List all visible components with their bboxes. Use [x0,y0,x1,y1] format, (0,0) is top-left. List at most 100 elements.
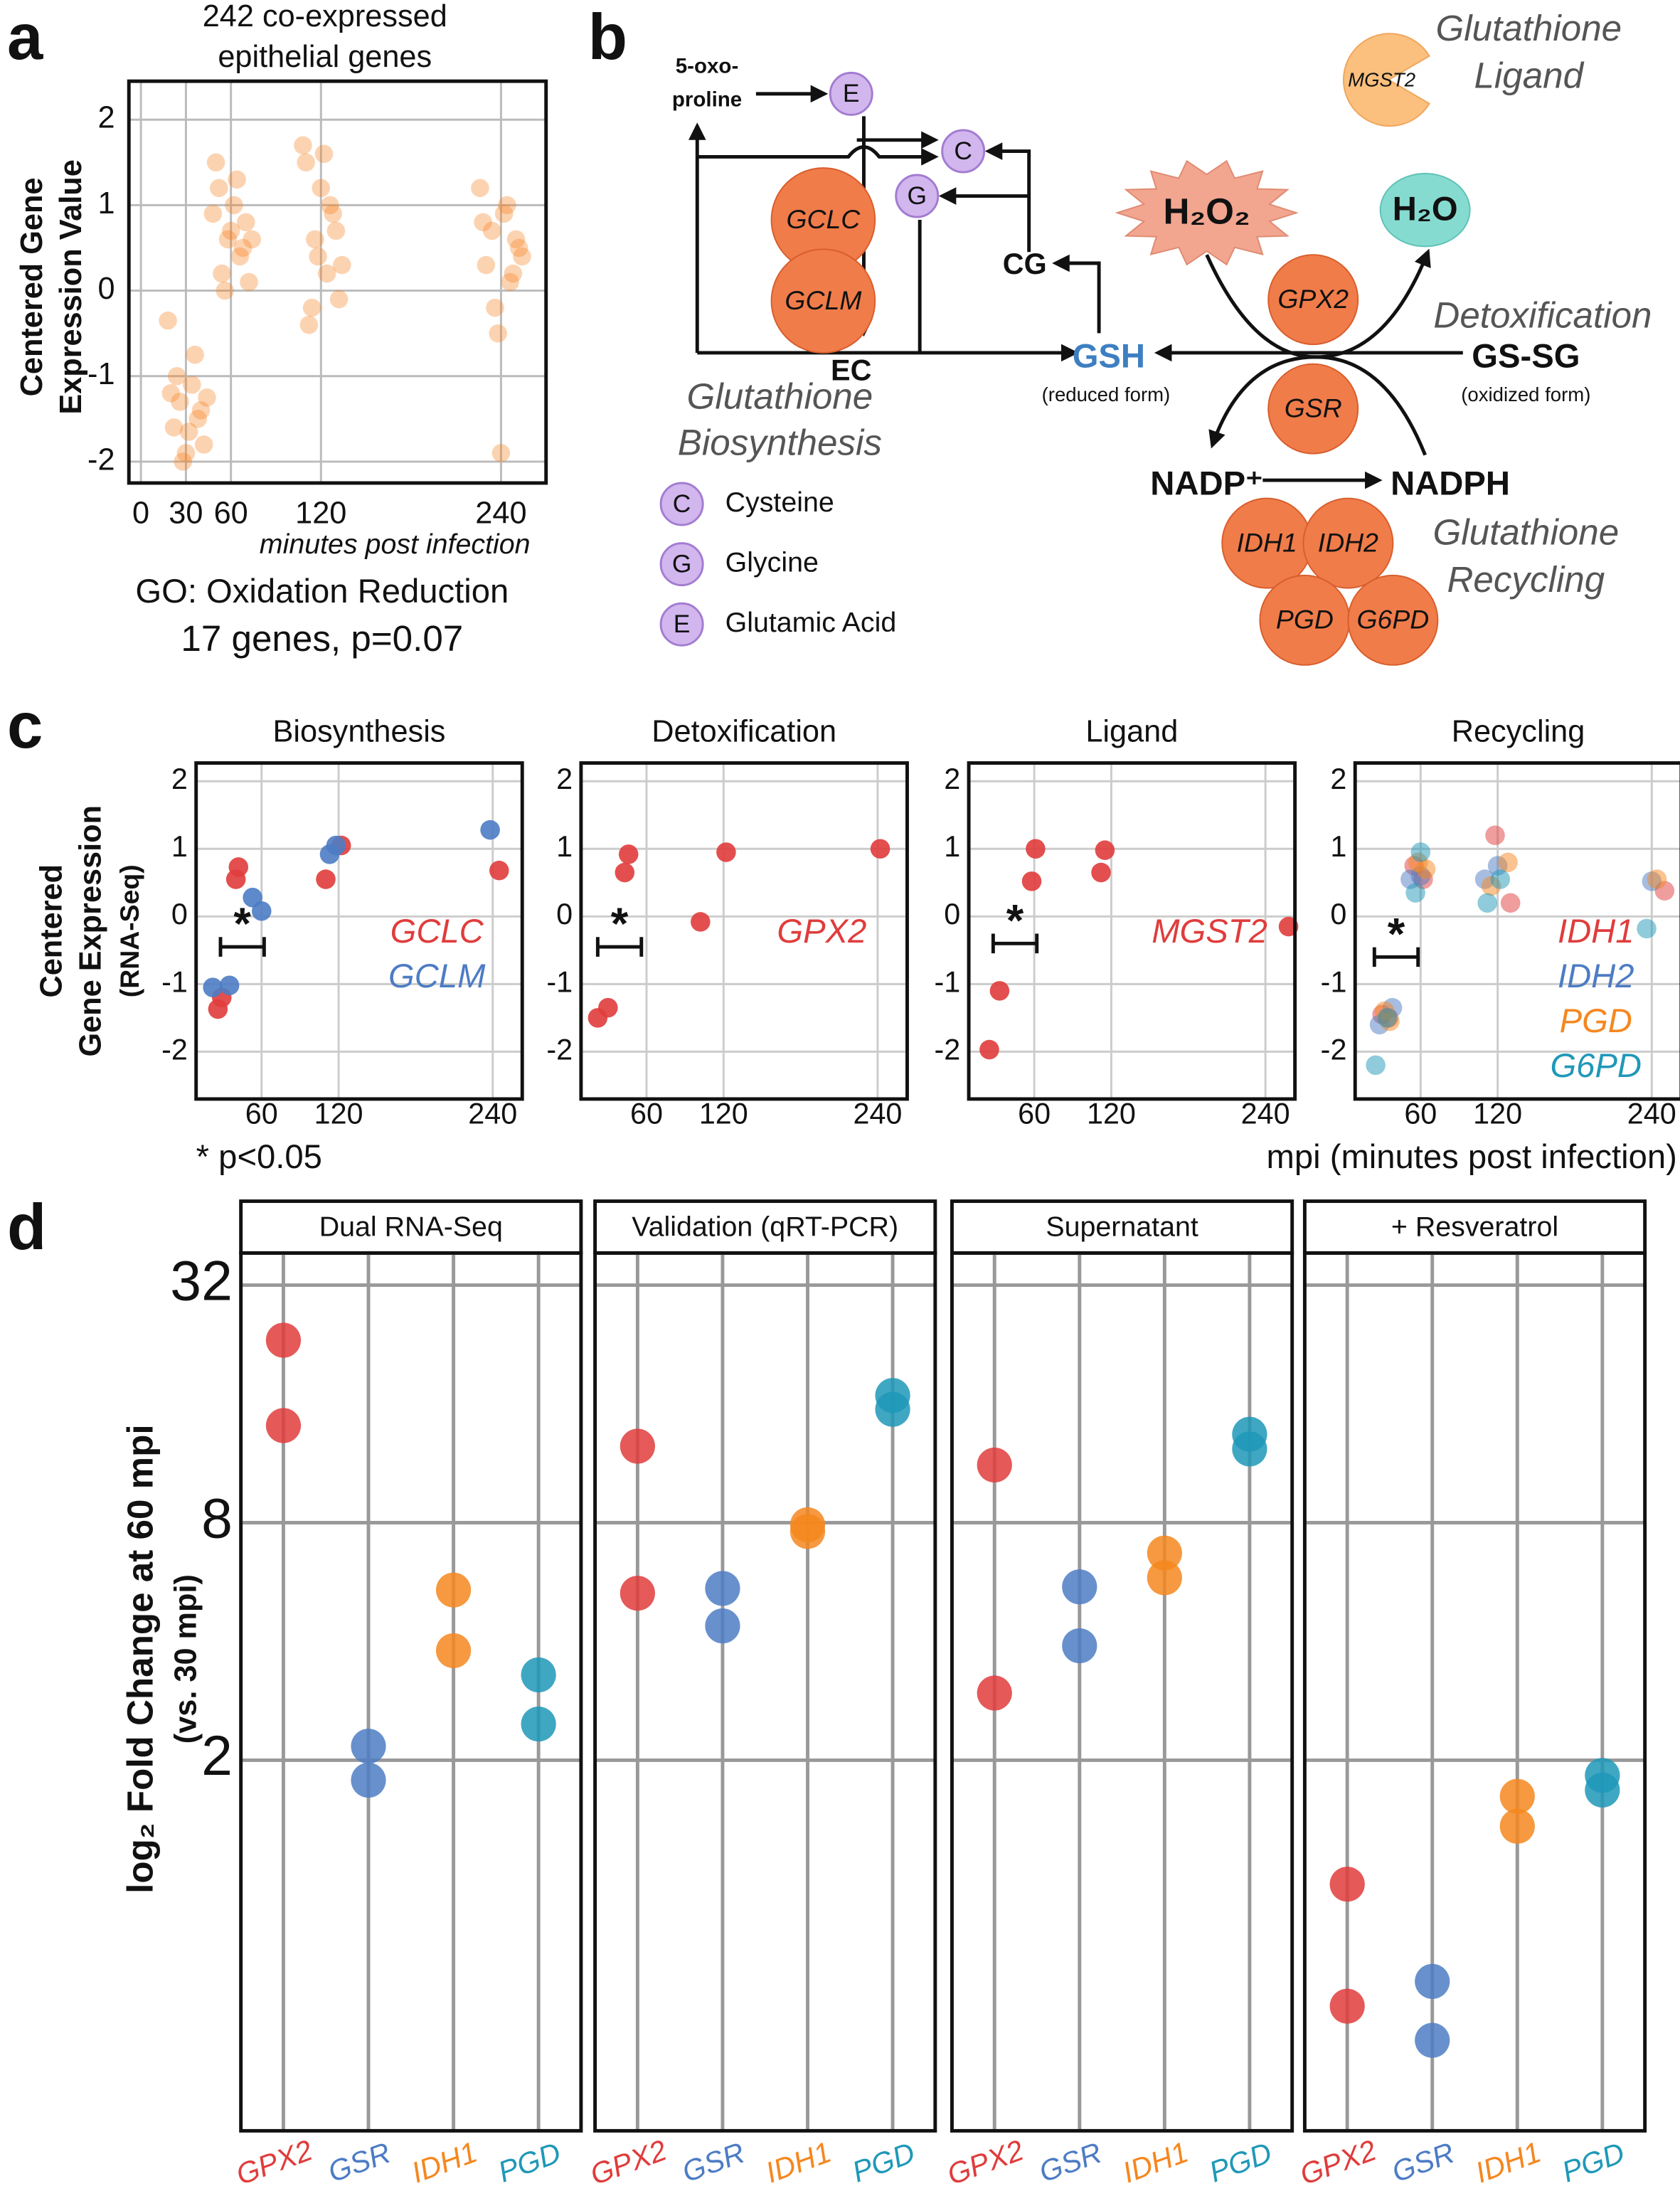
enzyme [1267,254,1359,346]
point [326,835,346,856]
point [294,136,312,155]
facet-strip [1302,1199,1647,1255]
point [351,1729,386,1764]
metabolite: EC [831,354,871,386]
point [159,311,177,330]
x-tick-label: 30 [169,497,203,531]
point [504,264,523,283]
legend-label: Cysteine [725,487,834,518]
y-tick-label: 2 [201,1724,233,1787]
y-axis-label: Expression Value [54,159,88,414]
point [265,1408,302,1443]
point [509,238,528,258]
point [875,1391,910,1427]
point [203,977,223,997]
point [316,869,336,889]
y-tick-label: 1 [944,830,960,863]
y-tick-label: 0 [1330,898,1346,930]
point [191,401,211,420]
x-tick-label: GSR [324,2136,395,2189]
point [1585,1772,1620,1808]
amino-acid [895,174,940,218]
enzyme-label: MGST2 [1348,68,1415,90]
point [1062,1628,1097,1664]
point [521,1706,556,1742]
annotation: GO: Oxidation Reduction [135,573,509,610]
point [317,264,336,283]
legend-symbol [659,602,704,647]
point [351,1762,386,1798]
point [213,264,231,283]
x-tick-label: GPX2 [943,2133,1028,2191]
x-axis-label: minutes post infection [260,529,531,560]
enzyme-label: GCLC [786,204,861,234]
chart-title: epithelial genes [218,40,432,74]
annotation: * p<0.05 [196,1138,322,1176]
y-axis-label: Centered [34,864,68,998]
x-tick-label: PGD [494,2136,565,2189]
plot-frame [950,1251,1294,2133]
y-tick-label: 0 [171,898,188,930]
arrow [697,145,939,166]
enzyme-label: G6PD [1356,605,1429,635]
point [329,290,349,309]
point [161,383,181,403]
point [198,388,216,407]
point [705,1608,740,1644]
y-tick-label: -1 [161,965,188,998]
point [1500,893,1521,913]
point [615,862,635,883]
point [174,452,192,471]
point [236,213,255,232]
ligand-shape [1343,33,1430,127]
x-tick-label: 60 [214,497,248,531]
point [435,1633,472,1669]
point [302,298,321,317]
metabolite: NADP⁺ [1150,465,1263,502]
point [618,844,639,864]
plot-frame [194,761,524,1101]
point [480,819,500,840]
facet-title: Biosynthesis [272,715,445,749]
y-tick-label: -2 [546,1033,573,1066]
significance-bracket [991,933,1039,954]
x-tick-label: 120 [314,1097,363,1130]
enzyme-label: IDH2 [1318,527,1378,557]
y-axis-label: (vs. 30 mpi) [169,1574,203,1744]
point [1498,852,1518,873]
x-tick-label: GSR [1388,2136,1459,2189]
facet-title: Supernatant [1046,1211,1198,1242]
point [164,418,184,437]
point [265,1322,302,1358]
point [210,179,228,198]
point [1062,1569,1097,1605]
facet-title: Recycling [1452,715,1585,749]
point [870,839,890,859]
y-tick-label: -1 [87,357,115,391]
metabolite: 5-oxo- [676,54,739,78]
point [203,204,223,223]
metabolite: proline [672,87,742,111]
point [494,204,514,223]
facet-title: Ligand [1085,715,1178,749]
y-tick-label: -1 [546,965,573,998]
significance-bracket [1372,947,1420,967]
point [1366,1055,1386,1076]
y-tick-label: 2 [1330,763,1346,795]
metabolite-note: (reduced form) [1042,383,1171,405]
plot-frame [1353,761,1680,1101]
pathway-diagram: 5-oxo- proline E C G GCLC GCLM EC CG GSH… [659,8,1652,666]
point [219,975,240,996]
amino-acid [829,71,873,116]
point [188,410,208,428]
point [489,860,509,881]
point [218,230,238,249]
point [225,196,243,215]
legend-label: IDH1 [1558,913,1634,950]
panel-label: b [588,1,627,73]
facet-title: Detoxification [652,715,836,749]
significance-label: * [233,899,251,949]
x-tick-label: 0 [132,497,149,531]
y-tick-label: 0 [97,272,115,306]
legend-label: Glutamic Acid [725,607,897,638]
